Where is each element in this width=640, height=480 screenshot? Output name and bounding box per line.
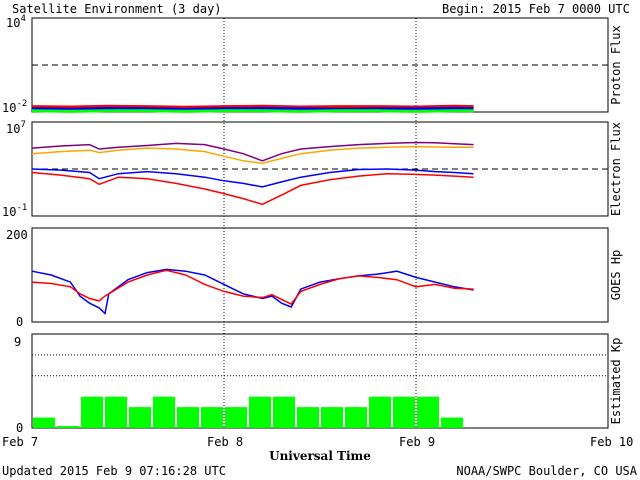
electron-series-purple (31, 141, 474, 162)
kp-bar (249, 396, 271, 428)
proton-panel-frame (31, 17, 609, 113)
kp-bar (273, 396, 295, 428)
kp-bar (417, 396, 439, 428)
kp-bar (369, 396, 391, 428)
chart-panels (31, 64, 608, 428)
xtick-feb10: Feb 10 (590, 435, 633, 449)
kp-bar (153, 396, 175, 428)
kp-bar (297, 407, 319, 428)
kp-bar (33, 417, 55, 428)
kp-bar (177, 407, 199, 428)
hp-panel-frame (31, 227, 609, 323)
kp-bar (225, 407, 247, 428)
hp-ytick-bottom: 0 (16, 315, 23, 329)
proton-series-blue (31, 106, 474, 111)
kp-bar (201, 407, 223, 428)
proton-ytick-top: 104 (6, 14, 26, 30)
proton-series-green (31, 109, 474, 113)
kp-ylabel: Estimated Kp (609, 338, 623, 425)
hp-ylabel: GOES Hp (609, 250, 623, 301)
xtick-feb9: Feb 9 (399, 435, 435, 449)
kp-bar (345, 407, 367, 428)
electron-series-orange (31, 145, 474, 165)
electron-ylabel: Electron Flux (609, 122, 623, 216)
electron-ytick-top: 107 (6, 120, 26, 136)
hp-series-blue (31, 268, 474, 316)
proton-ylabel: Proton Flux (609, 25, 623, 104)
xtick-feb7: Feb 7 (2, 435, 38, 449)
kp-bar (129, 407, 151, 428)
chart-title: Satellite Environment (3 day) (12, 2, 222, 16)
kp-ytick-top: 9 (14, 335, 21, 349)
xtick-feb8: Feb 8 (207, 435, 243, 449)
kp-bar (105, 396, 127, 428)
kp-bar (57, 426, 79, 428)
electron-ytick-bottom: 10-1 (2, 203, 27, 219)
kp-ytick-bottom: 0 (16, 421, 23, 435)
electron-series-red (31, 171, 474, 206)
credit: NOAA/SWPC Boulder, CO USA (456, 464, 637, 478)
proton-ytick-bottom: 10-2 (2, 99, 27, 115)
kp-bar (81, 396, 103, 428)
xaxis-label: Universal Time (269, 449, 371, 463)
kp-bar (321, 407, 343, 428)
kp-bar (393, 396, 415, 428)
proton-series-red (31, 104, 474, 109)
hp-series-red (31, 269, 474, 306)
begin-time: Begin: 2015 Feb 7 0000 UTC (442, 2, 630, 16)
kp-bar (441, 417, 463, 428)
hp-ytick-top: 200 (6, 228, 28, 242)
electron-panel-frame (31, 121, 609, 217)
updated-time: Updated 2015 Feb 9 07:16:28 UTC (2, 464, 226, 478)
electron-series-blue (31, 168, 474, 188)
